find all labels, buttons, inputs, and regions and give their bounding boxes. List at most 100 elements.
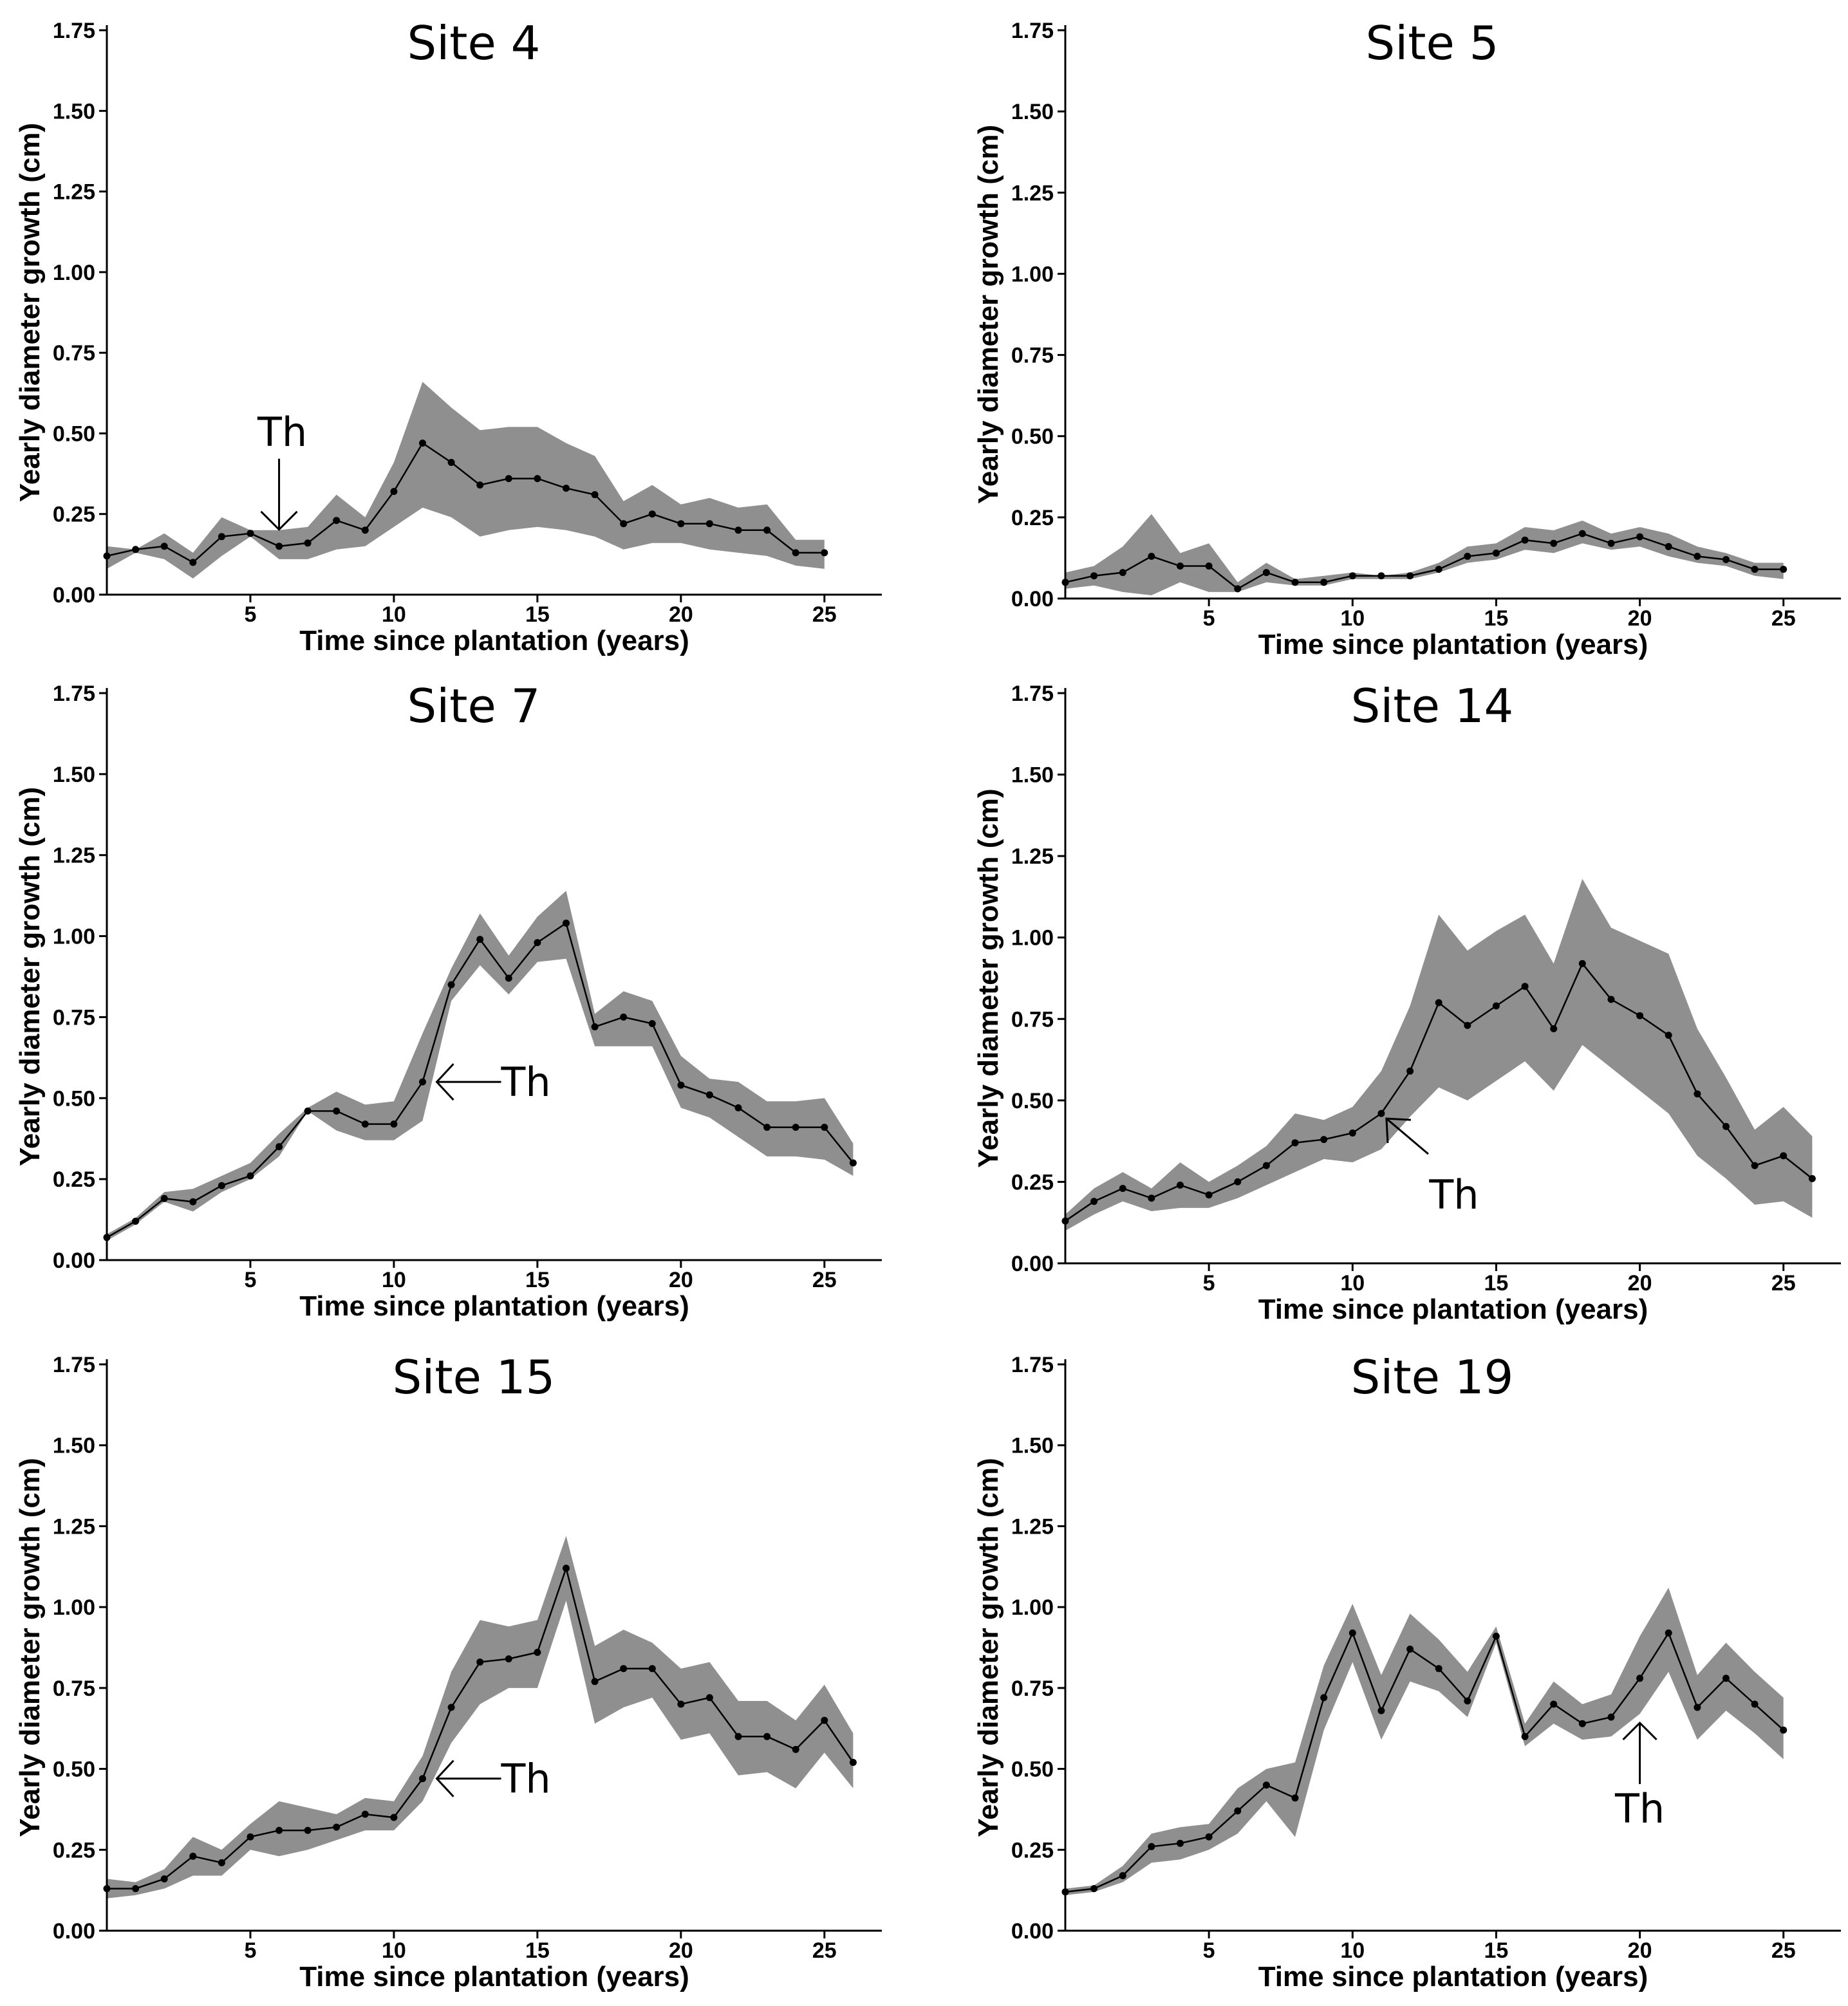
data-point [419,1775,426,1783]
y-tick-label: 1.50 [1011,1434,1054,1458]
x-tick-label: 15 [1484,1271,1509,1296]
data-point [1205,1833,1213,1841]
y-tick-label: 1.50 [53,99,95,124]
data-point [705,1694,713,1702]
data-point [1148,1194,1155,1202]
y-axis-label: Yearly diameter growth (cm) [14,1458,46,1837]
y-tick-label: 0.00 [53,1249,95,1273]
y-tick-label: 1.00 [1011,1595,1054,1620]
data-point [476,481,484,489]
data-point [1550,1700,1558,1708]
data-point [677,520,685,528]
data-point [1291,1794,1299,1802]
threshold-label: Th [1428,1171,1479,1218]
x-tick-label: 5 [1203,1271,1215,1296]
data-point [1377,572,1385,580]
y-tick-label: 1.50 [53,763,95,787]
data-point [1780,1152,1787,1160]
data-point [1636,1675,1644,1682]
panel-title: Site 19 [1351,1350,1514,1404]
data-point [849,1159,857,1167]
data-point [849,1759,857,1766]
x-axis-label: Time since plantation (years) [299,1290,689,1322]
x-tick-label: 25 [1771,1271,1796,1296]
data-point [160,1875,168,1882]
data-point [505,475,512,483]
data-point [1090,1198,1098,1205]
x-tick-label: 25 [1771,606,1796,631]
data-point [563,1565,570,1572]
data-point [1177,562,1184,570]
data-point [1694,552,1701,560]
data-point [1464,552,1471,560]
y-axis-label: Yearly diameter growth (cm) [14,123,46,502]
data-point [476,1658,484,1666]
data-point [1578,530,1586,537]
data-point [419,1078,426,1086]
data-point [1262,569,1270,577]
data-point [1234,1807,1242,1815]
y-tick-label: 0.25 [53,1167,95,1192]
y-tick-label: 1.75 [53,19,95,43]
y-tick-label: 0.50 [1011,1758,1054,1782]
mean-line [1065,532,1784,590]
y-tick-label: 1.75 [1011,682,1054,706]
data-point [648,1020,656,1027]
data-point [1780,566,1787,573]
data-point [648,510,656,518]
x-axis-label: Time since plantation (years) [299,1961,689,1992]
y-tick-label: 0.25 [1011,506,1054,530]
threshold-arrow [260,458,298,531]
data-point [1722,556,1730,563]
data-point [1550,1025,1558,1032]
data-point [505,1655,512,1663]
data-point [1090,572,1098,580]
y-tick-label: 1.25 [1011,1514,1054,1539]
data-point [1607,539,1615,547]
y-tick-label: 1.50 [1011,100,1054,124]
mean-line [1065,1631,1784,1893]
y-tick-label: 0.75 [1011,344,1054,368]
data-point [447,459,455,466]
y-tick-label: 0.75 [1011,1007,1054,1032]
y-tick-label: 1.25 [53,844,95,868]
data-point [1406,572,1414,580]
x-tick-label: 10 [382,1938,406,1963]
panel-title: Site 5 [1366,16,1499,70]
panel-site-2: 0.00 0.25 0.50 0.75 1.00 1.25 1.50 1.75 5 10 15 20 2… [973,16,1841,660]
data-point [1291,579,1299,586]
x-axis-label: Time since plantation (years) [299,625,689,656]
threshold-label: Th [501,1059,551,1106]
data-point [247,1172,254,1180]
data-point [821,1124,828,1131]
data-point [1205,1191,1213,1199]
data-point [1406,1067,1414,1075]
data-point [1262,1162,1270,1169]
y-tick-label: 1.00 [53,261,95,285]
data-point [361,526,369,534]
data-point [1751,1700,1759,1708]
data-point [563,919,570,927]
data-point [1148,1843,1155,1850]
confidence-band [1065,878,1813,1231]
data-point [304,1826,312,1834]
data-point [1234,585,1242,593]
x-tick-label: 15 [525,1938,550,1963]
data-point [189,559,197,566]
data-point [620,1665,628,1673]
data-point [1119,1872,1126,1879]
data-point [1550,539,1558,547]
x-tick-label: 10 [1340,606,1365,631]
data-point [1722,1122,1730,1130]
data-point [132,1218,140,1225]
data-point [1377,1110,1385,1117]
y-tick-label: 0.75 [53,1005,95,1030]
x-tick-label: 15 [1484,606,1509,631]
data-point [333,517,341,525]
y-tick-label: 0.25 [53,503,95,527]
data-point [1349,572,1356,580]
y-tick-label: 0.50 [53,1086,95,1111]
data-point [476,936,484,943]
data-point [218,533,225,541]
x-tick-label: 25 [1771,1938,1796,1963]
